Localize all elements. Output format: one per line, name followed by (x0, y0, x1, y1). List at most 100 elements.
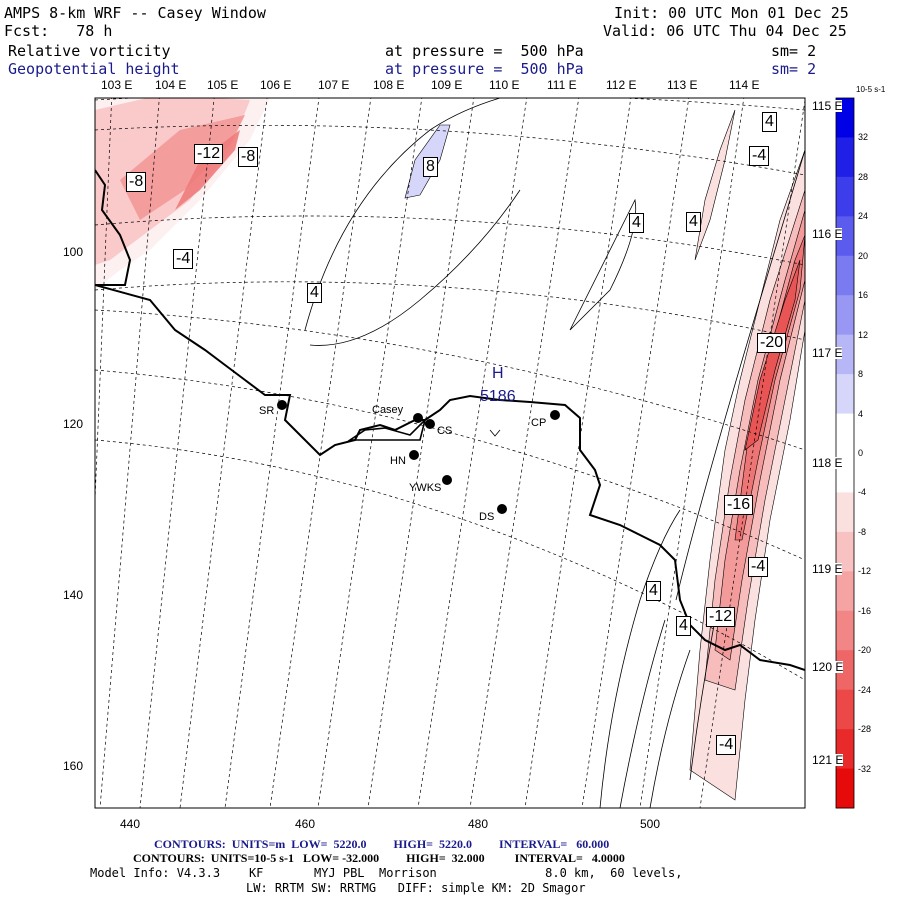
colorbar-tick-label: -20 (858, 645, 872, 656)
station-label: YWKS (409, 482, 442, 494)
colorbar-swatch (836, 137, 854, 178)
lon-label-top: 103 E (101, 78, 133, 92)
coastline-island (347, 417, 427, 441)
colorbar-swatch (836, 650, 854, 691)
lon-label-right: 119 E (812, 562, 843, 576)
colorbar-swatch (836, 295, 854, 336)
lon-label-top: 112 E (606, 78, 637, 92)
contour-label: 4 (629, 213, 644, 233)
forecast-hour: Fcst: 78 h (4, 22, 113, 40)
contour-label: 4 (762, 112, 777, 132)
colorbar-unit: 10-5 s-1 (856, 85, 886, 94)
colorbar-swatch (836, 216, 854, 257)
contour-label: -20 (757, 333, 787, 353)
contour-label: 4 (307, 283, 322, 303)
lon-label-top: 109 E (431, 78, 463, 92)
field2-name: Geopotential height (8, 60, 180, 78)
high-marker-value: 5186 (480, 388, 516, 405)
y-tick-140: 140 (63, 588, 84, 602)
lon-label-right: 115 E (812, 99, 843, 113)
station-marker-ywks (442, 475, 452, 485)
vorticity-sliver (694, 109, 736, 261)
colorbar-swatch (836, 255, 854, 296)
x-tick-500: 500 (640, 817, 661, 831)
contour-label: 4 (686, 212, 701, 232)
station-label: SR (259, 405, 275, 417)
contour-label: -4 (173, 249, 194, 269)
field1-level: at pressure = 500 hPa (385, 42, 584, 60)
colorbar-tick-label: 8 (858, 369, 864, 380)
figure-title: AMPS 8-km WRF -- Casey Window (4, 4, 266, 22)
contour-label: -16 (724, 495, 754, 515)
footer-contours-height: CONTOURS: UNITS=m LOW= 5220.0 HIGH= 5220… (154, 837, 610, 851)
colorbar (836, 98, 854, 809)
colorbar-tick-label: 24 (858, 211, 869, 222)
colorbar-swatch (836, 176, 854, 217)
lon-label-top: 113 E (667, 78, 698, 92)
lon-label-top: 114 E (729, 78, 760, 92)
lat-grid (95, 98, 805, 681)
colorbar-tick-label: 0 (858, 448, 864, 458)
y-tick-100: 100 (63, 245, 84, 259)
contour-label: -12 (194, 144, 224, 164)
station-markers (277, 400, 560, 514)
lon-label-top: 105 E (207, 78, 239, 92)
contour-label: -8 (238, 147, 259, 167)
station-label: CS (437, 425, 453, 437)
lon-label-right: 117 E (812, 346, 843, 360)
station-marker-hn (409, 450, 419, 460)
coastline (95, 169, 805, 671)
colorbar-swatch (836, 492, 854, 533)
high-marker-symbol: H (492, 365, 504, 382)
field2-smoothing: sm= 2 (771, 60, 817, 78)
lon-grid (95, 98, 805, 808)
station-label: Casey (372, 404, 404, 416)
lon-label-top: 110 E (489, 78, 520, 92)
station-marker-cp (550, 410, 560, 420)
lon-label-top: 108 E (373, 78, 405, 92)
wind-arrow (489, 429, 501, 437)
field1-smoothing: sm= 2 (771, 42, 817, 60)
colorbar-swatch (836, 374, 854, 415)
contour-label: 4 (646, 581, 661, 601)
contour-label: -4 (749, 146, 770, 166)
colorbar-tick-label: 12 (858, 329, 869, 340)
contour-label: -4 (748, 557, 769, 577)
station-marker-sr (277, 400, 287, 410)
station-label: CP (531, 417, 547, 429)
x-tick-440: 440 (120, 817, 141, 831)
vorticity-band-5 (744, 259, 801, 451)
contour-label: -4 (716, 735, 737, 755)
colorbar-swatch (836, 689, 854, 730)
colorbar-tick-label: -24 (858, 684, 872, 695)
station-label: HN (390, 455, 406, 467)
contour-label: 8 (423, 157, 438, 177)
valid-time: Valid: 06 UTC Thu 04 Dec 25 (603, 22, 847, 40)
contour-label: 4 (676, 616, 691, 636)
colorbar-tick-label: -4 (858, 487, 867, 498)
x-tick-480: 480 (468, 817, 489, 831)
vorticity-area-topleft-4 (175, 130, 240, 210)
y-tick-120: 120 (63, 417, 84, 431)
colorbar-tick-label: -32 (858, 763, 872, 774)
colorbar-swatch (836, 413, 854, 454)
y-tick-160: 160 (63, 759, 84, 773)
field2-level: at pressure = 500 hPa (385, 60, 584, 78)
lon-label-right: 121 E (812, 753, 844, 767)
station-marker-cs (425, 419, 435, 429)
footer-model-info: Model Info: V4.3.3 KF MYJ PBL Morrison 8… (90, 866, 683, 880)
lon-label-right: 116 E (812, 227, 843, 241)
colorbar-tick-label: -28 (858, 724, 872, 735)
lon-label-right: 120 E (812, 660, 844, 674)
colorbar-tick-label: 28 (858, 171, 869, 182)
colorbar-swatch (836, 334, 854, 375)
colorbar-tick-label: 4 (858, 408, 864, 419)
vorticity-contours (304, 98, 805, 808)
x-tick-460: 460 (295, 817, 316, 831)
colorbar-tick-label: 16 (858, 290, 869, 301)
init-time: Init: 00 UTC Mon 01 Dec 25 (614, 4, 849, 22)
station-marker-ds (497, 504, 507, 514)
lon-label-top: 104 E (155, 78, 187, 92)
colorbar-tick-label: 20 (858, 250, 869, 261)
